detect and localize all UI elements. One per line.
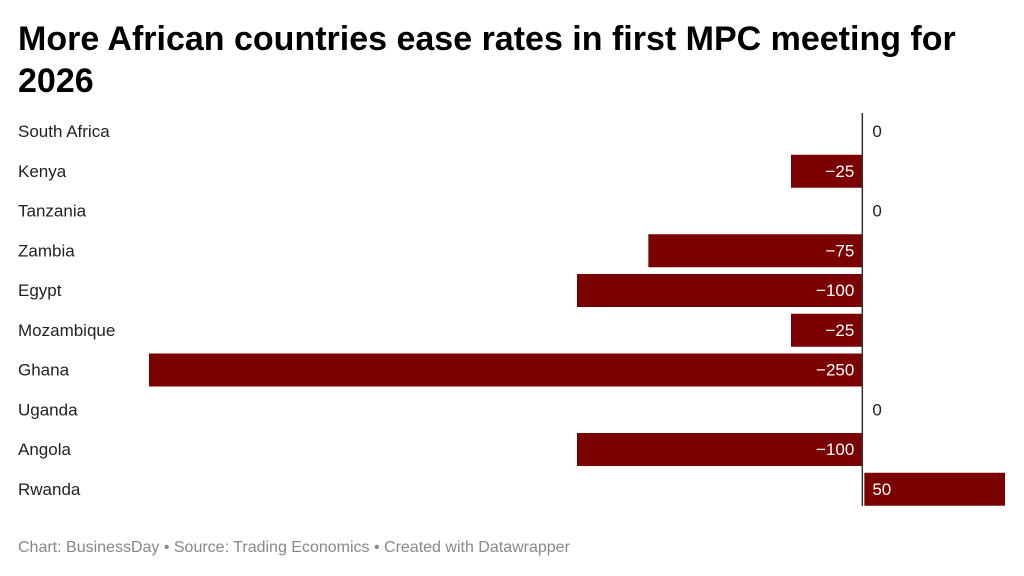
category-label: Ghana [18,361,70,380]
category-label: South Africa [18,122,110,141]
bar [864,472,1005,506]
value-label: −100 [816,440,854,459]
category-label: Egypt [18,281,62,300]
category-label: Angola [18,440,71,459]
bar [577,274,863,307]
bar [648,234,863,268]
value-label: −25 [825,162,854,181]
bar [791,313,863,347]
value-label: 0 [872,400,881,419]
value-label: 0 [872,202,881,221]
category-label: Mozambique [18,321,115,340]
value-label: −75 [825,241,854,260]
bar [791,154,863,188]
chart-title: More African countries ease rates in fir… [18,20,956,100]
value-label: −250 [816,361,854,380]
value-label: −100 [816,281,854,300]
category-label: Rwanda [18,480,81,499]
chart-footer: Chart: BusinessDay • Source: Trading Eco… [18,539,570,556]
value-label: 0 [872,122,881,141]
category-label: Kenya [18,162,67,181]
bar [577,433,863,466]
category-label: Zambia [18,241,75,260]
bar [149,353,863,387]
category-label: Uganda [18,400,78,419]
category-label: Tanzania [18,202,87,221]
value-label: 50 [872,480,891,499]
value-label: −25 [825,321,854,340]
